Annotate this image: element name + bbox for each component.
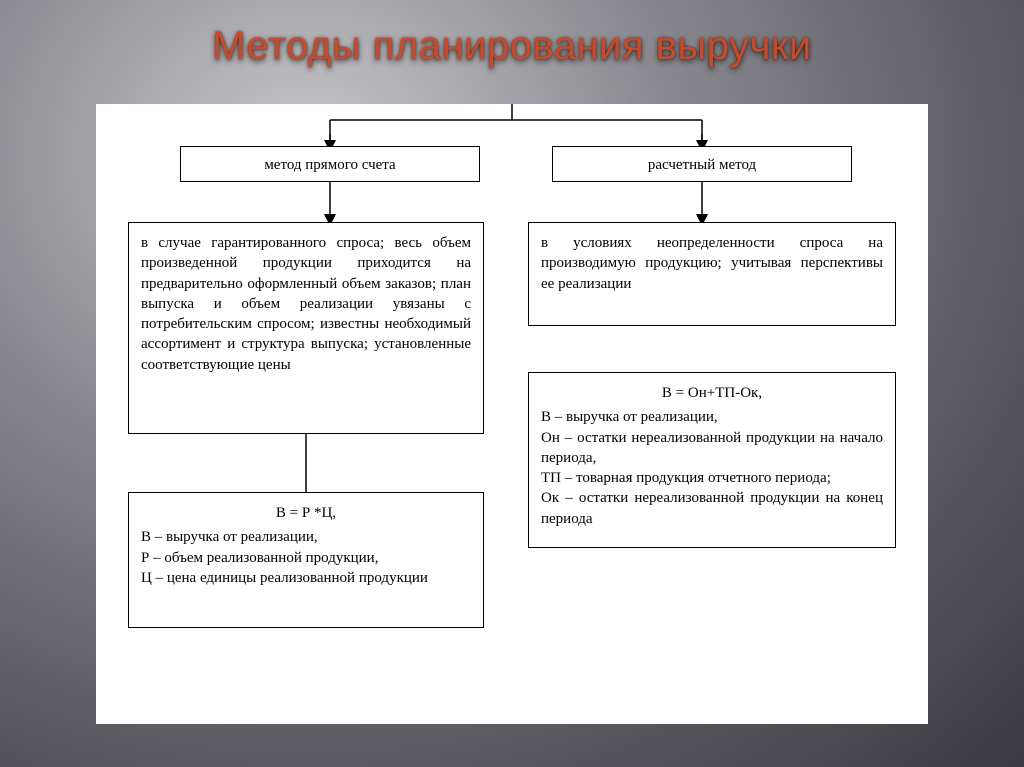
right-formula-eq: В = Он+ТП-Ок, bbox=[541, 383, 883, 403]
node-right-desc: в условиях неопределенности спроса на пр… bbox=[528, 222, 896, 326]
slide-title: Методы планирования выручки bbox=[0, 24, 1024, 69]
node-right-title: расчетный метод bbox=[552, 146, 852, 182]
node-left-title: метод прямого счета bbox=[180, 146, 480, 182]
diagram-canvas: метод прямого счета расчетный метод в сл… bbox=[96, 104, 928, 724]
node-left-formula: В = Р *Ц, В – выручка от реализации, Р –… bbox=[128, 492, 484, 628]
right-formula-line: В – выручка от реализации, bbox=[541, 407, 883, 427]
left-formula-line: Ц – цена единицы реализованной продукции bbox=[141, 568, 471, 588]
node-left-desc: в случае гарантированного спроса; весь о… bbox=[128, 222, 484, 434]
right-formula-line: Ок – остатки нереализованной продукции н… bbox=[541, 488, 883, 529]
right-formula-line: Он – остатки нереализованной продукции н… bbox=[541, 428, 883, 469]
left-formula-eq: В = Р *Ц, bbox=[141, 503, 471, 523]
left-formula-line: Р – объем реализованной продукции, bbox=[141, 548, 471, 568]
node-right-formula: В = Он+ТП-Ок, В – выручка от реализации,… bbox=[528, 372, 896, 548]
left-formula-line: В – выручка от реализации, bbox=[141, 527, 471, 547]
right-formula-line: ТП – товарная продукция отчетного период… bbox=[541, 468, 883, 488]
